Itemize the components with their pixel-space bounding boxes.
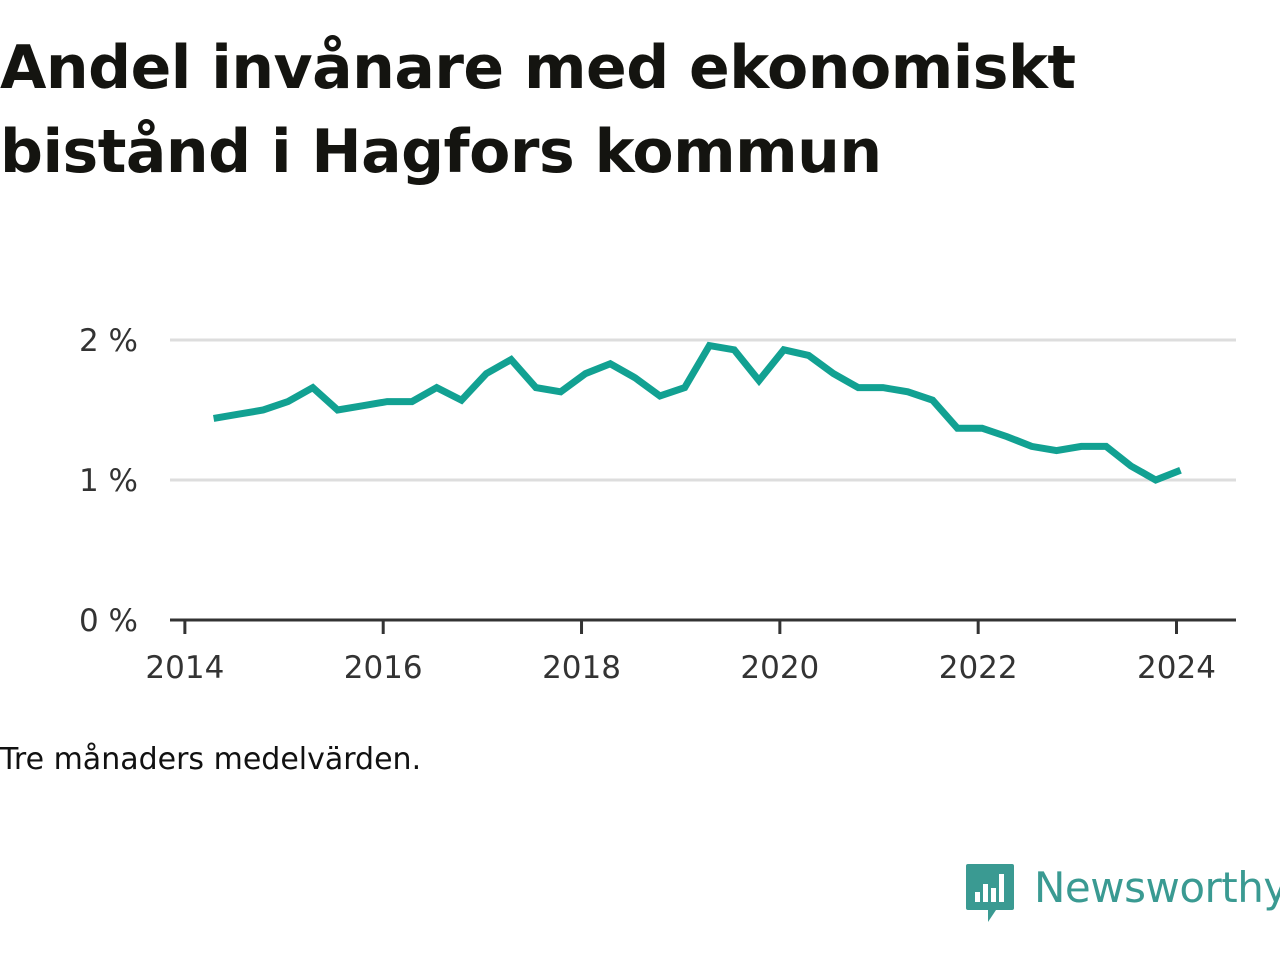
- data-point: [979, 425, 985, 431]
- y-tick-label: 2 %: [79, 323, 138, 359]
- data-point: [1103, 443, 1109, 449]
- tick-labels: 0 % 1 % 2 % 2014 2016 2018 2020 2022 2024: [79, 323, 1216, 686]
- x-tick-label: 2014: [145, 650, 224, 686]
- data-point: [558, 389, 564, 395]
- data-point: [285, 399, 291, 405]
- data-point: [310, 385, 316, 391]
- data-point: [434, 385, 440, 391]
- newsworthy-logo[interactable]: Newsworthy: [964, 862, 1280, 928]
- data-point: [855, 385, 861, 391]
- x-tick-label: 2022: [939, 650, 1018, 686]
- data-point: [235, 411, 241, 417]
- data-point: [1078, 443, 1084, 449]
- line-chart: 0 % 1 % 2 % 2014 2016 2018 2020 2022 2024: [79, 323, 1236, 686]
- data-point: [1004, 434, 1010, 440]
- data-point: [756, 378, 762, 384]
- data-point: [508, 357, 514, 363]
- chart-title-line-1: Andel invånare med ekonomiskt: [0, 33, 1076, 103]
- series-layer: [211, 341, 1184, 484]
- data-point: [731, 347, 737, 353]
- x-tick-label: 2018: [542, 650, 621, 686]
- data-point: [781, 347, 787, 353]
- data-point: [657, 393, 663, 399]
- series-line-0: [213, 341, 1182, 484]
- data-point: [1128, 463, 1134, 469]
- y-tick-label: 0 %: [79, 603, 138, 639]
- gridlines: [170, 338, 1236, 482]
- x-axis: [170, 618, 1236, 634]
- x-tick-label: 2024: [1137, 650, 1216, 686]
- data-point: [830, 371, 836, 377]
- data-point: [211, 415, 217, 421]
- data-point: [583, 371, 589, 377]
- data-point: [607, 361, 613, 367]
- data-point: [682, 385, 688, 391]
- data-point: [459, 397, 465, 403]
- x-tick-label: 2016: [344, 650, 423, 686]
- y-tick-label: 1 %: [79, 463, 138, 499]
- bar-chart-speech-bubble-icon: [966, 864, 1014, 922]
- data-point: [260, 407, 266, 413]
- data-point: [1178, 467, 1184, 473]
- data-point: [905, 389, 911, 395]
- data-point: [954, 425, 960, 431]
- data-point: [1054, 448, 1060, 454]
- data-point: [632, 375, 638, 381]
- brand-name: Newsworthy: [1034, 863, 1280, 912]
- data-point: [880, 385, 886, 391]
- chart-title-line-2: bistånd i Hagfors kommun: [0, 117, 882, 187]
- data-point: [930, 397, 936, 403]
- data-point: [806, 352, 812, 358]
- footnote: Tre månaders medelvärden.: [0, 742, 422, 777]
- data-point: [706, 343, 712, 349]
- data-point: [409, 399, 415, 405]
- data-point: [533, 385, 539, 391]
- data-point: [359, 403, 365, 409]
- data-point: [384, 399, 390, 405]
- data-point: [1153, 477, 1159, 483]
- data-point: [335, 407, 341, 413]
- data-point: [1029, 443, 1035, 449]
- x-tick-label: 2020: [740, 650, 819, 686]
- data-point: [483, 371, 489, 377]
- chart-title: Andel invånare med ekonomiskt bistånd i …: [0, 26, 1260, 194]
